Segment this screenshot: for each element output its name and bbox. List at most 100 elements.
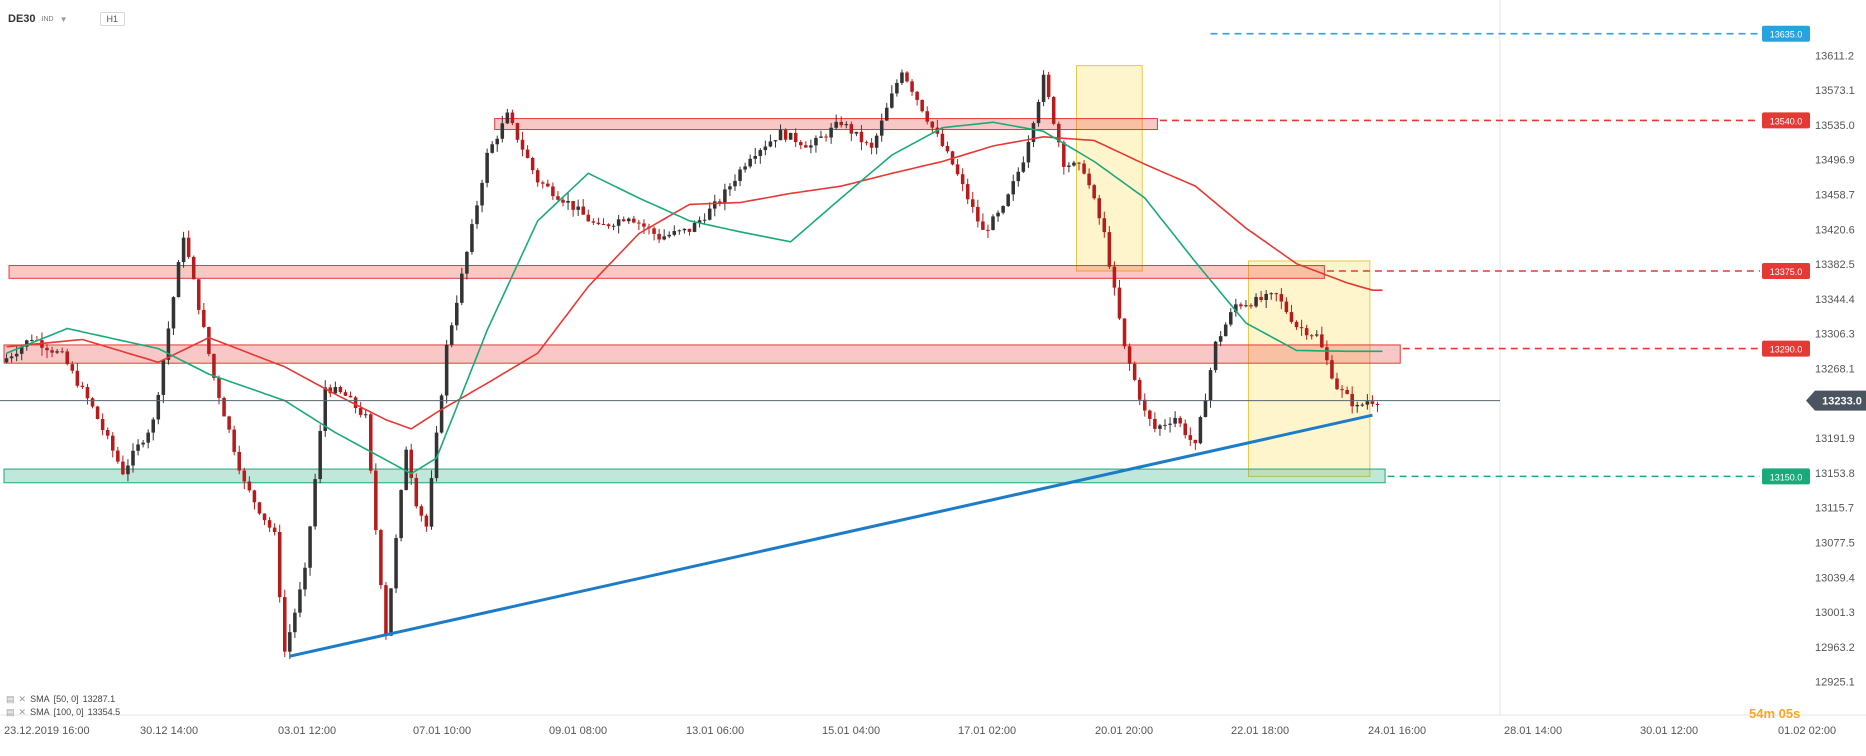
candle-body [100, 419, 105, 431]
candle-body [874, 135, 879, 148]
level-badge-13375.0 [1762, 263, 1810, 280]
candle-body [30, 340, 34, 342]
x-tick-label: 23.12.2019 16:00 [4, 725, 90, 737]
candle-body [718, 201, 722, 204]
y-tick-label: 13535.0 [1815, 120, 1855, 132]
candle-body [1168, 423, 1172, 425]
candle-body [1051, 97, 1056, 124]
close-icon[interactable]: ✕ [18, 707, 27, 717]
candle-body [551, 186, 555, 197]
y-tick-label: 13458.7 [1815, 190, 1855, 202]
candle-body [298, 589, 302, 613]
candle-body [743, 166, 747, 170]
candle-body [470, 224, 474, 252]
candle-body [363, 414, 368, 416]
candle-body [460, 273, 464, 303]
candle-body [480, 182, 484, 206]
candle-body [1031, 123, 1036, 143]
settings-icon[interactable]: ▤ [6, 694, 15, 704]
candle-body [991, 216, 995, 230]
support-zone-4 [3, 468, 1386, 484]
candle-body [657, 233, 661, 240]
chart-header: DE30 IND ▼ H1 [8, 12, 126, 26]
candle-body [1274, 293, 1279, 295]
settings-icon[interactable]: ▤ [6, 707, 15, 717]
candle-body [642, 223, 646, 227]
legend-sma100: ▤ ✕ SMA [100, 0] 13354.5 [6, 706, 120, 719]
candle-body [338, 387, 343, 393]
candle-body [1279, 294, 1284, 302]
candle-body [556, 196, 560, 200]
candle-body [1264, 293, 1268, 300]
candle-body [970, 199, 975, 207]
candle-body [824, 136, 828, 138]
candle-body [151, 419, 156, 433]
candle-body [510, 112, 515, 124]
candle-body [424, 515, 429, 527]
candle-body [788, 132, 793, 140]
candle-body [1340, 389, 1344, 391]
candle-body [1077, 162, 1081, 164]
candle-body [1284, 301, 1289, 313]
candle-body [591, 221, 596, 223]
candle-body [677, 230, 682, 232]
candle-body [1370, 401, 1375, 404]
close-icon[interactable]: ✕ [18, 694, 27, 704]
candle-body [1026, 142, 1031, 163]
candle-body [308, 526, 312, 568]
candle-body [141, 442, 145, 445]
candle-body [333, 387, 338, 394]
candle-body [95, 406, 100, 420]
candle-body [222, 397, 226, 417]
candle-body [1011, 181, 1016, 195]
candle-body [277, 531, 282, 598]
candle-body [313, 479, 317, 527]
candle-body [1056, 123, 1061, 143]
candle-body [207, 327, 211, 354]
candle-body [1289, 312, 1294, 322]
legend-sma50-value: 13287.1 [82, 694, 116, 704]
level-badge-13540.0 [1762, 112, 1810, 129]
candle-body [323, 387, 328, 431]
candle-body [85, 387, 90, 399]
candle-body [783, 129, 788, 140]
candle-body [637, 222, 641, 224]
candle-body [1375, 403, 1380, 406]
candle-body [561, 199, 565, 203]
candle-body [262, 513, 267, 521]
candle-body [540, 182, 545, 184]
candle-body [490, 144, 494, 153]
candle-body [884, 107, 889, 121]
candle-body [571, 200, 575, 210]
candle-body [1062, 142, 1066, 167]
candle-body [1218, 336, 1223, 342]
candle-body [4, 358, 9, 363]
timeframe-selector[interactable]: H1 [99, 12, 126, 26]
candle-body [1223, 324, 1228, 337]
instrument-type: IND [41, 15, 54, 23]
candle-body [1102, 218, 1107, 233]
candle-body [368, 414, 373, 471]
candle-body [121, 461, 125, 475]
candle-body [75, 370, 80, 386]
candle-body [444, 344, 449, 396]
candle-body [1249, 305, 1253, 307]
candle-body [1203, 400, 1208, 418]
candle-body [566, 200, 570, 203]
candle-body [454, 302, 459, 326]
candle-body [844, 124, 849, 126]
candle-body [1239, 304, 1243, 307]
candle-body [1228, 312, 1233, 325]
level-badge-13635.0 [1762, 25, 1810, 42]
candle-body [586, 214, 591, 222]
candle-body [1198, 417, 1203, 444]
symbol-dropdown-icon[interactable]: ▼ [59, 14, 68, 24]
candle-body [24, 340, 29, 347]
candle-body [146, 432, 150, 443]
x-tick-label: 03.01 12:00 [278, 725, 336, 737]
candle-body [581, 206, 586, 215]
candle-body [9, 356, 14, 359]
y-tick-label: 13573.1 [1815, 85, 1855, 97]
candle-body [80, 385, 85, 388]
